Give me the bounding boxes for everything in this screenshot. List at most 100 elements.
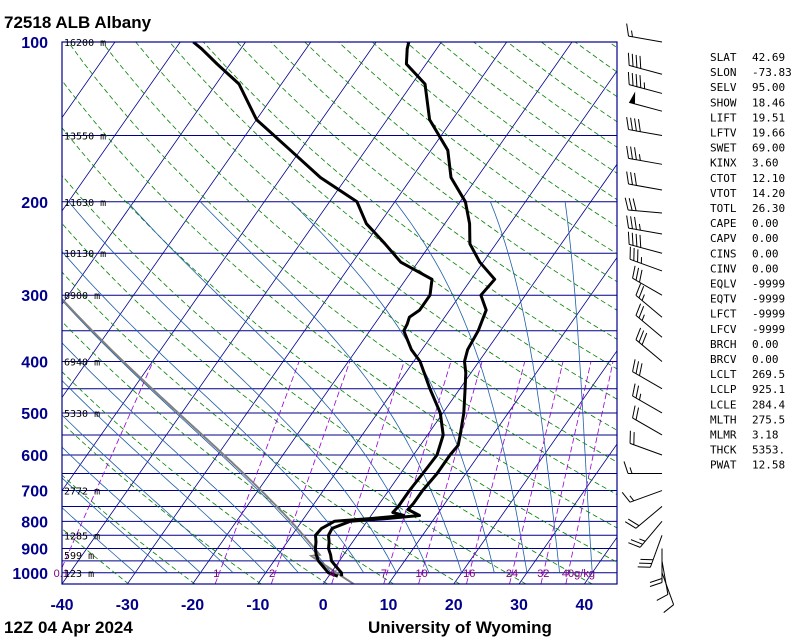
stability-indices: SLAT 42.69 SLON -73.83 SELV 95.00 SHOW 18.46 LIF… bbox=[710, 51, 792, 472]
dry-adiabat bbox=[304, 42, 617, 283]
dry-adiabat bbox=[62, 79, 617, 529]
wind-barb bbox=[635, 327, 663, 362]
mixing-ratio-line bbox=[509, 361, 564, 584]
height-label: 8900 m bbox=[64, 291, 100, 302]
index-value: 284.4 bbox=[752, 398, 785, 411]
dry-adiabat bbox=[62, 474, 196, 584]
isotherm bbox=[62, 42, 442, 584]
index-value: 3.60 bbox=[752, 157, 779, 170]
index-value: 0.00 bbox=[752, 232, 779, 245]
dry-adiabat bbox=[62, 127, 617, 563]
dry-adiabat bbox=[405, 42, 617, 201]
index-key: CAPE bbox=[710, 217, 737, 230]
wind-barb bbox=[632, 383, 663, 414]
moist-adiabat bbox=[394, 201, 528, 573]
index-value: 0.00 bbox=[752, 353, 779, 366]
index-key: EQTV bbox=[710, 293, 737, 306]
temperature-tick-label: 20 bbox=[445, 597, 463, 614]
index-key: LCLT bbox=[710, 368, 737, 381]
mixing-ratio-label: 24 bbox=[506, 568, 518, 580]
mixing-ratio-line bbox=[565, 361, 614, 584]
height-label: 16200 m bbox=[64, 38, 106, 49]
isotherm bbox=[0, 42, 50, 584]
index-key: BRCV bbox=[710, 353, 737, 366]
isotherm bbox=[62, 42, 377, 492]
index-value: 0.00 bbox=[752, 247, 779, 260]
dry-adiabat bbox=[135, 42, 617, 431]
pressure-tick-label: 900 bbox=[21, 541, 48, 558]
index-value: 14.20 bbox=[752, 187, 785, 200]
mixing-ratio-line bbox=[214, 361, 300, 584]
pressure-tick-label: 200 bbox=[21, 195, 48, 212]
moist-adiabat bbox=[62, 414, 234, 574]
index-value: 269.5 bbox=[752, 368, 785, 381]
index-value: -73.83 bbox=[752, 66, 792, 79]
height-label: 2772 m bbox=[64, 487, 100, 498]
temperature-tick-label: -40 bbox=[50, 597, 73, 614]
mixing-ratio-label: 4 bbox=[329, 568, 335, 580]
index-key: THCK bbox=[710, 444, 737, 457]
index-key: BRCH bbox=[710, 338, 737, 351]
dry-adiabat bbox=[169, 42, 617, 400]
wind-barb bbox=[626, 171, 663, 191]
mixing-ratio-line bbox=[62, 361, 154, 569]
wind-barb bbox=[629, 430, 663, 456]
index-key: SWET bbox=[710, 142, 737, 155]
temperature-tick-label: -20 bbox=[181, 597, 204, 614]
parcel-path bbox=[62, 297, 355, 584]
mixing-ratio-label: 16 bbox=[463, 568, 475, 580]
index-key: KINX bbox=[710, 157, 737, 170]
dry-adiabat bbox=[67, 42, 617, 495]
isotherm bbox=[62, 42, 312, 399]
wind-barb bbox=[632, 405, 663, 436]
pressure-tick-label: 500 bbox=[21, 406, 48, 423]
dry-adiabat bbox=[439, 42, 617, 174]
temperature-tick-label: -10 bbox=[246, 597, 269, 614]
dry-adiabat bbox=[62, 528, 129, 584]
wind-barb bbox=[632, 359, 663, 390]
height-label: 5330 m bbox=[64, 409, 100, 420]
isotherm bbox=[62, 42, 116, 119]
pressure-tick-label: 400 bbox=[21, 355, 48, 372]
index-key: LFCT bbox=[710, 308, 737, 321]
wind-barb bbox=[656, 560, 669, 601]
temperature-tick-label: 30 bbox=[510, 597, 528, 614]
moist-adiabat bbox=[62, 446, 201, 574]
index-value: 0.00 bbox=[752, 338, 779, 351]
wind-barb bbox=[626, 116, 663, 136]
index-key: MLTH bbox=[710, 413, 737, 426]
height-label: 13550 m bbox=[64, 131, 106, 142]
isotherm bbox=[257, 70, 617, 584]
mixing-ratio-label: 1 bbox=[213, 568, 219, 580]
isotherm bbox=[518, 443, 617, 584]
temperature-profile bbox=[327, 42, 497, 577]
index-value: 5353. bbox=[752, 444, 785, 457]
height-label: 11630 m bbox=[64, 198, 106, 209]
footer-date: 12Z 04 Apr 2024 bbox=[4, 618, 133, 637]
isotherm bbox=[192, 42, 573, 584]
index-key: PWAT bbox=[710, 459, 737, 472]
wind-barb bbox=[627, 231, 663, 254]
index-key: MLMR bbox=[710, 429, 737, 442]
wind-barb bbox=[635, 303, 663, 338]
index-value: -9999 bbox=[752, 323, 785, 336]
index-value: 19.66 bbox=[752, 127, 785, 140]
wind-barb bbox=[626, 23, 663, 43]
wind-barb bbox=[649, 548, 663, 587]
temperature-tick-label: 0 bbox=[319, 597, 328, 614]
height-label: 10130 m bbox=[64, 249, 106, 260]
wind-barb bbox=[626, 215, 663, 235]
index-key: SLON bbox=[710, 66, 737, 79]
index-value: 12.10 bbox=[752, 172, 785, 185]
moist-adiabat bbox=[490, 201, 560, 573]
index-value: 95.00 bbox=[752, 81, 785, 94]
index-value: 26.30 bbox=[752, 202, 785, 215]
index-value: 0.00 bbox=[752, 262, 779, 275]
footer-source: University of Wyoming bbox=[368, 618, 552, 637]
height-label: 6940 m bbox=[64, 358, 100, 369]
index-key: LFCV bbox=[710, 323, 737, 336]
index-key: SELV bbox=[710, 81, 737, 94]
isotherm bbox=[126, 42, 508, 584]
index-key: SHOW bbox=[710, 96, 737, 109]
